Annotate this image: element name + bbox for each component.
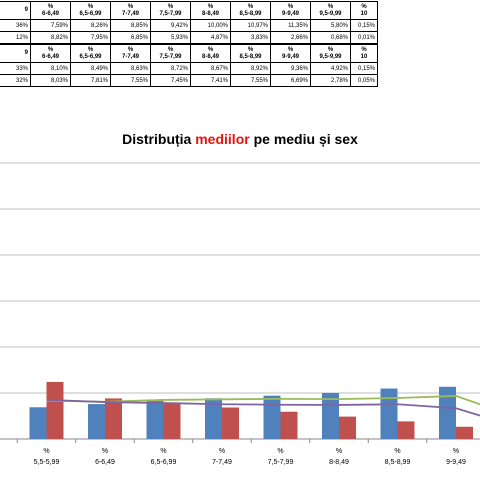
x-tick-label: % <box>453 448 459 455</box>
bar <box>439 386 456 439</box>
header-range-label: 6,5-6,99 <box>79 53 102 60</box>
bar <box>205 398 222 439</box>
header-percent-label: % <box>287 47 294 53</box>
header-range-label: 10 <box>360 10 368 17</box>
table-header-cell: % 7,5-7,99 <box>150 43 191 63</box>
table-cell: 7,55% <box>110 74 151 87</box>
chart-title: Distribuția mediilor pe mediu și sex <box>0 131 480 147</box>
chart-title-highlight: mediilor <box>195 131 250 147</box>
header-percent-label: % <box>167 4 174 10</box>
x-tick-label: % <box>277 448 283 455</box>
header-percent-label: % <box>361 4 367 10</box>
x-tick-label: 8,5-8,99 <box>385 459 411 466</box>
table-cell: 5,93% <box>150 31 191 45</box>
x-tick-label: % <box>43 448 49 455</box>
table-cell: 0,05% <box>350 74 378 87</box>
header-percent-label: % <box>247 4 254 10</box>
bar <box>397 421 415 439</box>
table-cell: 3,83% <box>230 31 271 45</box>
table-cell: 5,80% <box>310 19 351 32</box>
header-percent-label: % <box>207 4 214 10</box>
table-header-cell: % 10 <box>350 43 378 63</box>
header-percent-label: % <box>287 4 294 10</box>
table-cell: 8,85% <box>110 19 151 32</box>
x-tick-label: 8-8,49 <box>329 459 349 466</box>
header-range-label: 9 <box>24 7 28 14</box>
x-tick-label: % <box>102 448 108 455</box>
header-range-label: 9-9,49 <box>281 10 299 17</box>
bar <box>339 416 356 439</box>
bar <box>456 426 473 439</box>
header-range-label: 8-8,49 <box>201 53 219 60</box>
header-percent-label: % <box>247 47 254 53</box>
bar <box>222 407 239 439</box>
table-header-cell: % 9-9,49 <box>270 1 311 20</box>
table-cell: 7,95% <box>70 31 111 45</box>
table-cell: 6,69% <box>270 74 311 87</box>
header-percent-label: % <box>47 47 54 53</box>
header-range-label: 9,5-9,99 <box>319 10 342 17</box>
header-range-label: 6,5-6,99 <box>79 10 102 17</box>
header-percent-label: % <box>87 4 94 10</box>
table-cell: 4,87% <box>190 31 231 45</box>
x-tick-label: 9-9,49 <box>446 459 466 466</box>
header-percent-label: % <box>361 47 367 53</box>
bar <box>46 381 64 439</box>
bar <box>88 404 105 439</box>
header-range-label: 9 <box>24 50 28 57</box>
header-percent-label: % <box>87 47 94 53</box>
header-range-label: 7,5-7,99 <box>159 53 182 60</box>
table-row: 12% 8,82% 7,95% 6,85% 5,93% 4,87% 3,83% 2,66% 0,… <box>0 31 378 45</box>
x-tick-label: 6-6,49 <box>95 459 115 466</box>
header-percent-label: % <box>47 4 54 10</box>
x-tick-label: 6,5-6,99 <box>151 459 177 466</box>
header-percent-label: % <box>127 47 134 53</box>
chart-title-part: Distribuția <box>122 131 196 147</box>
x-tick-label: 7-7,49 <box>212 459 232 466</box>
chart-title-part: pe mediu și sex <box>249 131 358 147</box>
x-tick-label: 7,5-7,99 <box>268 459 294 466</box>
table-cell: 0,01% <box>350 31 378 45</box>
header-percent-label: % <box>327 47 334 53</box>
header-range-label: 8,5-8,99 <box>239 10 262 17</box>
series-line <box>46 395 480 406</box>
x-tick-label: 5,5-5,99 <box>34 459 60 466</box>
table-row: 36% 7,59% 8,26% 8,85% 9,42% 10,00% 10,97% 11,35… <box>0 19 378 32</box>
bar <box>263 395 281 439</box>
table-row: 32% 8,03% 7,81% 7,55% 7,45% 7,41% 7,55% 6,69% 2,… <box>0 74 378 87</box>
x-tick-label: % <box>219 448 225 455</box>
header-percent-label: % <box>327 4 334 10</box>
header-percent-label: % <box>127 4 134 10</box>
header-range-label: 8-8,49 <box>201 10 219 17</box>
header-range-label: 9,5-9,99 <box>319 53 342 60</box>
data-table: 9% 6-6,49% 6,5-6,99% 7-7,49% 7,5-7,99% 8-8,49… <box>0 1 378 87</box>
x-tick-label: % <box>336 448 342 455</box>
series-line <box>46 399 480 417</box>
header-range-label: 6-6,49 <box>41 53 59 60</box>
bar <box>280 411 298 439</box>
table-cell: 10,00% <box>190 19 231 32</box>
x-tick-label: % <box>160 448 166 455</box>
header-range-label: 6-6,49 <box>41 10 59 17</box>
table-cell: 2,78% <box>310 74 351 87</box>
header-percent-label: % <box>167 47 174 53</box>
header-range-label: 7-7,49 <box>121 53 139 60</box>
bar <box>380 388 398 439</box>
header-range-label: 7-7,49 <box>121 10 139 17</box>
table-header-row: 9% 6-6,49% 6,5-6,99% 7-7,49% 7,5-7,99% 8-8,49… <box>0 43 378 63</box>
x-tick-label: % <box>394 448 400 455</box>
bar <box>163 402 181 439</box>
bar <box>146 401 164 439</box>
bar <box>105 398 122 439</box>
header-range-label: 10 <box>360 53 368 60</box>
table-cell: 2,66% <box>270 31 311 45</box>
bar <box>29 407 47 439</box>
header-percent-label: % <box>207 47 214 53</box>
header-range-label: 8,5-8,99 <box>239 53 262 60</box>
table-cell: 0,15% <box>350 19 378 32</box>
header-range-label: 7,5-7,99 <box>159 10 182 17</box>
table-header-cell: % 6,5-6,99 <box>70 1 111 20</box>
header-range-label: 9-9,49 <box>281 53 299 60</box>
